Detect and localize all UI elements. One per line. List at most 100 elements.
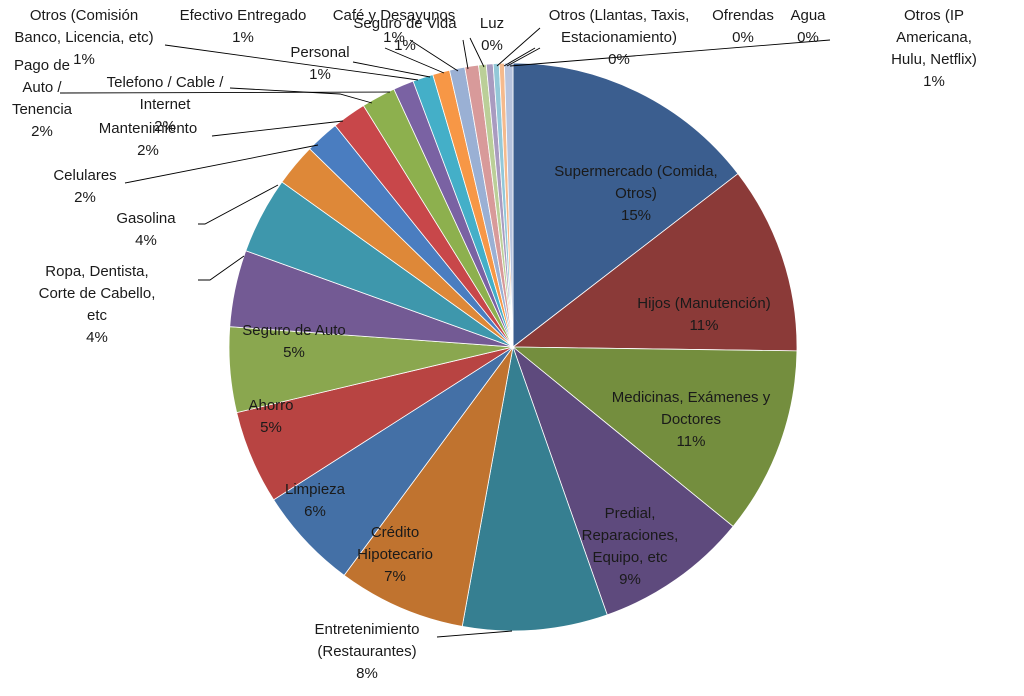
slice-percent: 15%: [621, 207, 651, 224]
slice-label: Seguro de Vida 1%: [353, 15, 457, 54]
leader-line: [229, 87, 373, 104]
slice-label: Personal 1%: [290, 44, 349, 83]
slice-name: Café y Desayunos: [333, 7, 456, 24]
leader-line: [409, 39, 459, 72]
slice-percent: 4%: [135, 232, 157, 249]
slice-label: Ofrendas 0%: [712, 7, 774, 46]
leader-line: [124, 144, 319, 184]
leader-line: [469, 37, 485, 68]
slice-percent: 11%: [677, 433, 706, 450]
pie-slice: [343, 346, 514, 627]
leader-line: [496, 27, 541, 67]
slice-name: Internet: [140, 96, 192, 113]
slice-name: Efectivo Entregado: [180, 7, 307, 24]
slice-label: Café y Desayunos 1%: [333, 7, 456, 46]
pie-slices: [228, 62, 798, 632]
slice-percent: 0%: [608, 51, 630, 68]
slice-label: Crédito Hipotecario 7%: [357, 524, 433, 585]
leader-line: [59, 91, 391, 94]
slice-percent: 1%: [232, 29, 254, 46]
slice-name: Hulu, Netflix): [891, 51, 977, 68]
slice-label: Agua 0%: [790, 7, 826, 46]
slice-percent: 5%: [260, 419, 282, 436]
slice-name: Otros (Comisión: [30, 7, 138, 24]
pie-slice: [511, 346, 798, 528]
slice-name: Americana,: [896, 29, 972, 46]
slice-percent: 1%: [73, 51, 95, 68]
slice-label: Ropa, Dentista, Corte de Cabello, etc 4%: [39, 263, 156, 346]
slice-name: Otros (Llantas, Taxis,: [549, 7, 690, 24]
slice-name: Equipo, etc: [592, 549, 668, 566]
slice-label: Hijos (Manutención) 11%: [637, 295, 770, 334]
slice-label: Limpieza 6%: [285, 481, 346, 520]
slice-name: Hipotecario: [357, 546, 433, 563]
slice-label: Celulares 2%: [53, 167, 116, 206]
leader-line: [503, 47, 536, 67]
slice-percent: 9%: [619, 571, 641, 588]
slice-label: Predial, Reparaciones, Equipo, etc 9%: [582, 505, 679, 588]
pie-slice: [461, 345, 608, 632]
slice-name: Telefono / Cable /: [107, 74, 225, 91]
slice-name: etc: [87, 307, 108, 324]
slice-percent: 2%: [154, 118, 176, 135]
slice-label: Medicinas, Exámenes y Doctores 11%: [612, 389, 771, 450]
slice-name: Predial,: [605, 505, 656, 522]
slice-name: Corte de Cabello,: [39, 285, 156, 302]
slice-name: Medicinas, Exámenes y: [612, 389, 771, 406]
slice-label: Efectivo Entregado 1%: [180, 7, 307, 46]
slice-name: Seguro de Auto: [242, 322, 345, 339]
pie-slice: [511, 173, 798, 352]
slice-name: Ahorro: [248, 397, 293, 414]
leader-line: [198, 184, 279, 225]
slice-label: Otros (IP Americana, Hulu, Netflix) 1%: [891, 7, 977, 90]
slice-name: Ofrendas: [712, 7, 774, 24]
leader-line: [198, 255, 245, 281]
leader-line: [462, 39, 469, 70]
slice-name: Auto /: [22, 79, 62, 96]
slice-percent: 6%: [304, 503, 326, 520]
slice-name: Otros): [615, 185, 657, 202]
leader-line: [211, 120, 344, 137]
slice-percent: 4%: [86, 329, 108, 346]
slice-percent: 1%: [923, 73, 945, 90]
slice-percent: 8%: [356, 665, 378, 682]
leader-line: [506, 47, 541, 67]
slice-name: Reparaciones,: [582, 527, 679, 544]
slice-name: Doctores: [661, 411, 721, 428]
slice-name: Limpieza: [285, 481, 346, 498]
slice-name: Otros (IP: [904, 7, 964, 24]
slice-label: Luz 0%: [480, 15, 504, 54]
slice-label: Gasolina 4%: [116, 210, 176, 249]
slice-name: (Restaurantes): [317, 643, 416, 660]
slice-name: Agua: [790, 7, 826, 24]
leader-line: [384, 47, 445, 74]
slice-name: Tenencia: [12, 101, 73, 118]
slice-name: Pago de: [14, 57, 70, 74]
slice-label: Otros (Llantas, Taxis, Estacionamiento) 0%: [549, 7, 690, 68]
pie-slice: [512, 345, 734, 616]
slice-name: Banco, Licencia, etc): [14, 29, 153, 46]
slice-percent: 1%: [383, 29, 405, 46]
leader-line: [436, 630, 513, 638]
slice-name: Luz: [480, 15, 504, 32]
slice-percent: 2%: [74, 189, 96, 206]
slice-name: Celulares: [53, 167, 116, 184]
slice-label: Ahorro 5%: [248, 397, 293, 436]
slice-percent: 1%: [309, 66, 331, 83]
slice-percent: 2%: [137, 142, 159, 159]
slice-name: Crédito: [371, 524, 419, 541]
slice-percent: 0%: [797, 29, 819, 46]
leader-line: [509, 39, 831, 67]
slice-percent: 7%: [384, 568, 406, 585]
slice-label: Seguro de Auto 5%: [242, 322, 345, 361]
slice-percent: 0%: [481, 37, 503, 54]
slice-label: Otros (Comisión Banco, Licencia, etc) 1%: [14, 7, 153, 68]
leader-lines: [59, 27, 831, 638]
slice-label: Pago de Auto / Tenencia 2%: [12, 57, 73, 140]
slice-name: Entretenimiento: [314, 621, 419, 638]
slice-name: Seguro de Vida: [353, 15, 457, 32]
leader-line: [164, 44, 419, 81]
slice-percent: 11%: [690, 317, 719, 334]
slice-labels: Supermercado (Comida, Otros) 15% Hijos (Man…: [12, 7, 977, 682]
